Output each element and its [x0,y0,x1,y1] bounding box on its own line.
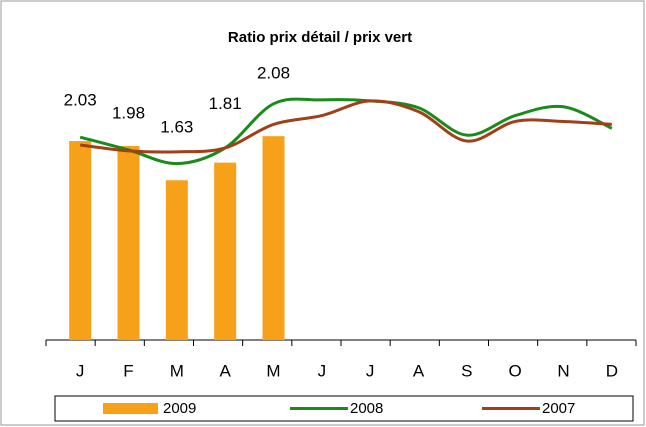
legend-swatch [103,403,158,414]
x-tick-label: N [557,361,569,380]
x-tick-label: J [318,361,327,380]
legend-label: 2007 [542,400,575,417]
chart-title: Ratio prix détail / prix vert [228,29,412,46]
x-tick-label: F [123,361,133,380]
data-label: 2.08 [257,64,290,83]
x-tick-label: A [413,361,425,380]
line [79,97,613,166]
data-label: 1.63 [160,118,193,137]
x-tick-label: J [76,361,85,380]
x-tick-label: M [170,361,184,380]
x-tick-label: A [219,361,231,380]
line [79,99,612,154]
data-label: 1.81 [209,94,242,113]
x-tick-label: M [266,361,280,380]
legend-label: 2009 [163,400,196,417]
bar [69,141,92,340]
legend-box [54,395,634,422]
bar [165,180,188,340]
x-tick-label: J [366,361,375,380]
bar [117,145,140,340]
bar [262,136,285,340]
data-label: 2.03 [64,91,97,110]
data-label: 1.98 [112,103,145,122]
legend-label: 2008 [350,400,383,417]
bar [214,162,237,340]
x-tick-label: S [461,361,472,380]
x-tick-label: O [509,361,522,380]
x-tick-label: D [606,361,618,380]
